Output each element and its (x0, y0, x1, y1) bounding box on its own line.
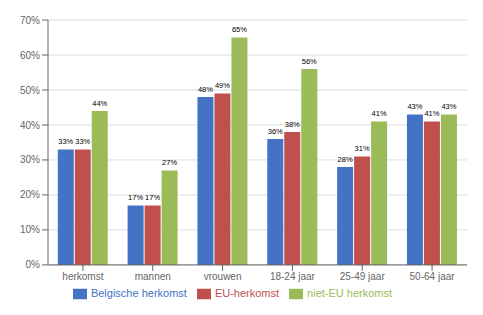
html-text:niet-EU herkomst: niet-EU herkomst (307, 286, 393, 299)
svg-text:41%: 41% (372, 109, 387, 118)
svg-text:50%: 50% (20, 85, 40, 96)
svg-text:0%: 0% (26, 259, 41, 270)
svg-text:33%: 33% (58, 137, 73, 146)
svg-text:60%: 60% (20, 50, 40, 61)
svg-text:44%: 44% (92, 99, 107, 108)
svg-text:49%: 49% (215, 81, 230, 90)
svg-text:28%: 28% (338, 155, 353, 164)
svg-text:36%: 36% (268, 127, 283, 136)
svg-text:48%: 48% (198, 85, 213, 94)
svg-text:33%: 33% (75, 137, 90, 146)
html-text:EU-herkomst: EU-herkomst (214, 286, 280, 299)
svg-text:herkomst: herkomst (62, 271, 103, 282)
svg-text:vrouwen: vrouwen (204, 271, 242, 282)
svg-text:40%: 40% (20, 120, 40, 131)
svg-text:41%: 41% (424, 109, 439, 118)
svg-text:65%: 65% (232, 25, 247, 34)
svg-text:mannen: mannen (135, 271, 171, 282)
svg-text:50-64 jaar: 50-64 jaar (410, 271, 456, 282)
svg-text:56%: 56% (302, 57, 317, 66)
svg-text:70%: 70% (20, 15, 40, 26)
svg-text:43%: 43% (407, 102, 422, 111)
html-text:Belgische herkomst: Belgische herkomst (90, 286, 187, 299)
svg-text:25-49 jaar: 25-49 jaar (340, 271, 386, 282)
svg-text:43%: 43% (441, 102, 456, 111)
svg-text:30%: 30% (20, 154, 40, 165)
svg-text:18-24 jaar: 18-24 jaar (270, 271, 316, 282)
svg-text:17%: 17% (128, 193, 143, 202)
svg-text:31%: 31% (355, 144, 370, 153)
svg-text:38%: 38% (285, 120, 300, 129)
svg-text:10%: 10% (20, 224, 40, 235)
svg-text:20%: 20% (20, 189, 40, 200)
svg-text:17%: 17% (145, 193, 160, 202)
svg-text:27%: 27% (162, 158, 177, 167)
